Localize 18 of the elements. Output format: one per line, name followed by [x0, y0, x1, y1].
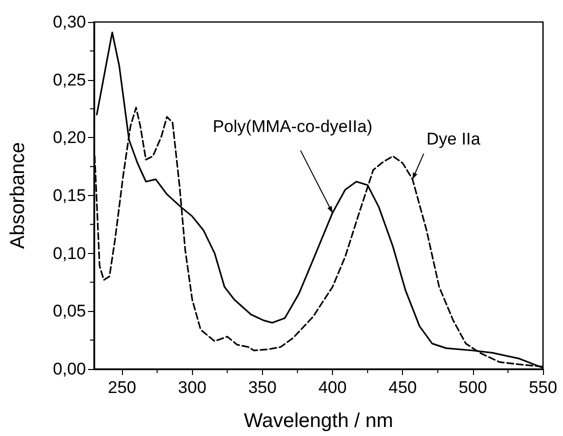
y-tick-label: 0,00: [52, 360, 86, 378]
y-tick-label: 0,20: [52, 128, 86, 148]
x-axis-title: Wavelength / nm: [244, 410, 394, 432]
x-tick-label: 550: [528, 378, 558, 397]
y-tick-label: 0,05: [52, 302, 86, 321]
y-axis-title: Absorbance: [7, 142, 29, 249]
y-tick-label: 0,25: [52, 70, 86, 90]
y-tick-label: 0,10: [52, 244, 86, 263]
annotation: Dye IIa: [426, 129, 481, 148]
y-tick-label: 0,15: [52, 186, 86, 205]
x-tick-label: 400: [318, 378, 347, 397]
annotation: Poly(MMA-co-dyeIIa): [212, 116, 372, 136]
x-tick-label: 500: [458, 378, 488, 397]
x-tick-label: 350: [248, 378, 277, 397]
x-tick-label: 450: [388, 378, 417, 397]
x-tick-label: 250: [108, 378, 136, 397]
y-tick-label: 0,30: [52, 12, 86, 32]
x-tick-label: 300: [178, 378, 206, 397]
